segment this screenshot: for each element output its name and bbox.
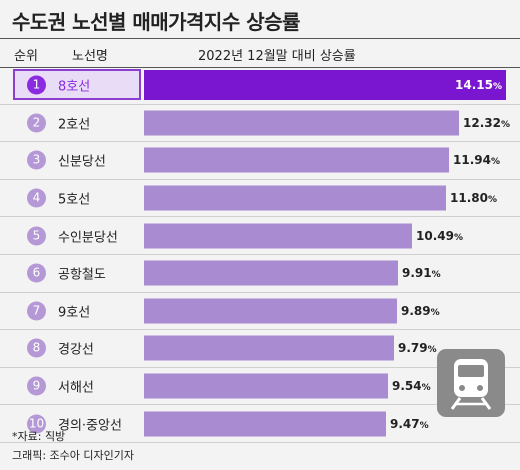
bar [144, 260, 398, 286]
bar-row: 1 8호선 14.15% [0, 67, 520, 105]
rank-column-header: 순위 [14, 49, 38, 64]
graphic-credit: 그래픽: 조수아 디자인기자 [12, 449, 135, 462]
table-header: 순위 노선명 2022년 12월말 대비 상승률 [0, 38, 520, 68]
line-name-label: 신분당선 [58, 154, 106, 170]
bar-row: 4 5호선 11.80% [0, 180, 520, 218]
value-label: 10.49% [416, 228, 463, 243]
bar-row: 3 신분당선 11.94% [0, 142, 520, 180]
bar-row: 8 경강선 9.79% [0, 330, 520, 368]
value-label: 11.80% [450, 191, 497, 206]
rank-badge: 3 [27, 150, 46, 170]
line-column-header: 노선명 [72, 49, 108, 64]
line-name-label: 서해선 [58, 380, 94, 396]
value-label: 9.47% [390, 416, 429, 431]
rank-badge: 1 [27, 75, 46, 95]
bar [144, 147, 449, 173]
value-label: 9.79% [398, 341, 437, 356]
bar-row: 5 수인분당선 10.49% [0, 217, 520, 255]
rank-badge: 10 [27, 414, 46, 434]
bar [144, 185, 446, 211]
bar-row: 10 경의·중앙선 9.47% [0, 405, 520, 443]
bar [144, 411, 386, 437]
value-label: 9.89% [401, 303, 440, 318]
rank-badge: 8 [27, 338, 46, 358]
bar [144, 70, 506, 101]
line-name-label: 2호선 [58, 117, 91, 133]
line-name-label: 5호선 [58, 192, 91, 208]
line-name-label: 8호선 [58, 79, 91, 95]
rank-badge: 6 [27, 263, 46, 283]
rank-badge: 7 [27, 301, 46, 321]
rank-badge: 5 [27, 226, 46, 246]
bar-row: 7 9호선 9.89% [0, 293, 520, 331]
line-name-label: 9호선 [58, 305, 91, 321]
value-label: 9.91% [402, 266, 441, 281]
bar [144, 298, 397, 324]
source-note: *자료: 직방 [12, 430, 66, 443]
bar [144, 110, 459, 136]
bar-chart: 1 8호선 14.15% 2 2호선 12.32% 3 신분당선 11.94% 4 5호선 11.80… [0, 67, 520, 443]
value-label: 9.54% [392, 379, 431, 394]
value-label: 14.15% [455, 78, 502, 93]
train-icon [437, 349, 505, 417]
value-label: 11.94% [453, 153, 500, 168]
rank-badge: 9 [27, 376, 46, 396]
line-name-label: 경의·중앙선 [58, 418, 122, 434]
bar-row: 9 서해선 9.54% [0, 368, 520, 406]
line-name-label: 수인분당선 [58, 230, 118, 246]
bar [144, 373, 388, 399]
line-name-label: 경강선 [58, 342, 94, 358]
chart-title: 수도권 노선별 매매가격지수 상승률 [12, 10, 300, 34]
bar [144, 223, 412, 249]
bar-row: 2 2호선 12.32% [0, 105, 520, 143]
rank-badge: 4 [27, 188, 46, 208]
line-name-label: 공항철도 [58, 267, 106, 283]
metric-column-header: 2022년 12월말 대비 상승률 [198, 49, 356, 64]
rank-badge: 2 [27, 113, 46, 133]
bar-row: 6 공항철도 9.91% [0, 255, 520, 293]
bar [144, 335, 394, 361]
value-label: 12.32% [463, 115, 510, 130]
